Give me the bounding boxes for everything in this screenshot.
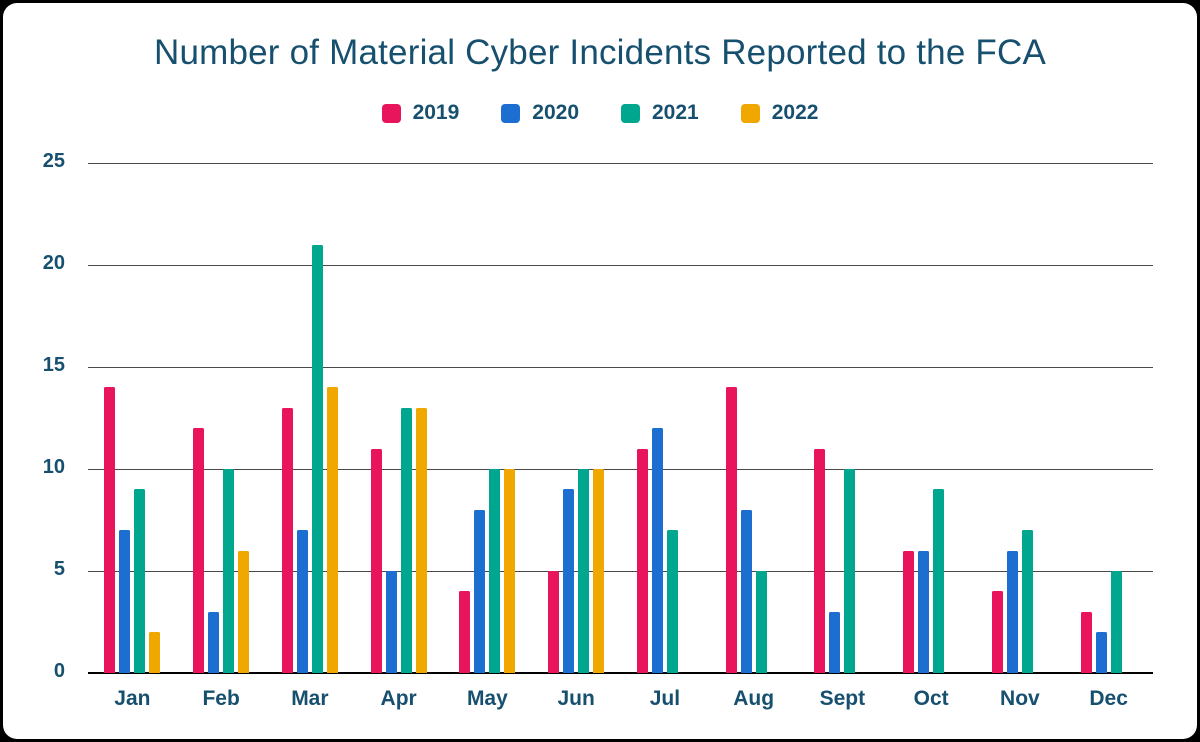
- bar-2021-Feb: [223, 469, 235, 673]
- chart-legend: 2019 2020 2021 2022: [3, 101, 1197, 125]
- bar-2019-Jan: [104, 387, 116, 673]
- bar-2021-Mar: [311, 244, 323, 673]
- legend-label: 2021: [652, 101, 699, 124]
- chart-card: Number of Material Cyber Incidents Repor…: [3, 3, 1197, 739]
- x-tick-label-Jul: Jul: [649, 687, 681, 710]
- y-tick-label-0: 0: [53, 660, 65, 682]
- bar-2022-Apr: [415, 407, 427, 673]
- x-tick-label-Jun: Jun: [557, 687, 595, 710]
- gridline-5: [88, 571, 1153, 572]
- legend-label: 2022: [771, 101, 819, 124]
- legend-item-2021: 2021: [621, 101, 699, 125]
- x-tick-label-Aug: Aug: [733, 687, 775, 710]
- bar-2019-Jun: [548, 571, 560, 673]
- bar-2019-Aug: [725, 387, 737, 673]
- legend-swatch-icon: [621, 103, 640, 123]
- bar-2020-Nov: [1006, 550, 1018, 673]
- x-tick-label-Mar: Mar: [291, 687, 329, 710]
- bar-2021-Aug: [755, 571, 767, 673]
- legend-swatch-icon: [501, 103, 521, 123]
- bar-2019-Oct: [903, 550, 915, 673]
- x-tick-label-Nov: Nov: [1000, 687, 1040, 710]
- bar-2020-Sept: [829, 611, 841, 673]
- bar-2019-Apr: [370, 448, 382, 673]
- bar-2022-Jun: [593, 469, 605, 673]
- legend-item-2022: 2022: [740, 101, 819, 125]
- bar-2020-Jan: [119, 530, 131, 673]
- bar-2021-Jan: [134, 489, 146, 673]
- bar-2019-Feb: [193, 428, 205, 673]
- x-tick-label-Dec: Dec: [1089, 687, 1128, 710]
- legend-label: 2020: [532, 101, 579, 124]
- bar-2022-Mar: [326, 387, 338, 673]
- bar-2020-Aug: [740, 509, 752, 673]
- legend-swatch-icon: [381, 103, 401, 123]
- bar-2021-Jun: [578, 469, 590, 673]
- legend-label: 2019: [412, 101, 460, 124]
- y-tick-label-15: 15: [42, 354, 65, 376]
- bar-2020-Jun: [563, 489, 575, 673]
- gridline-25: [88, 163, 1153, 164]
- gridline-10: [88, 469, 1153, 470]
- bar-2021-Jul: [666, 530, 678, 673]
- bar-2020-Oct: [918, 550, 930, 673]
- bar-2021-Sept: [844, 469, 856, 673]
- y-axis-labels: 0 5 10 15 20 25: [3, 150, 65, 682]
- bar-2022-Feb: [238, 550, 250, 673]
- bar-2022-Jan: [149, 632, 161, 673]
- bar-2019-Nov: [991, 591, 1003, 673]
- x-axis-line: [88, 672, 1153, 674]
- bar-2020-Feb: [208, 611, 220, 673]
- x-tick-label-Oct: Oct: [913, 687, 949, 710]
- bar-2021-Oct: [933, 489, 945, 673]
- gridline-15: [88, 367, 1153, 368]
- bar-2022-May: [504, 469, 516, 673]
- bar-2019-Dec: [1080, 611, 1092, 673]
- bar-2019-Sept: [814, 448, 826, 673]
- y-tick-label-20: 20: [42, 252, 65, 274]
- bar-2021-May: [489, 469, 501, 673]
- x-tick-label-Feb: Feb: [202, 687, 240, 710]
- x-tick-label-May: May: [466, 687, 508, 710]
- x-tick-label-Apr: Apr: [380, 687, 417, 710]
- y-tick-label-5: 5: [53, 558, 65, 580]
- plot-area: Jan Feb Mar Apr May Jun Jul Aug Sept Oct Nov Dec: [88, 163, 1153, 710]
- y-tick-label-10: 10: [42, 456, 65, 478]
- bar-2020-Apr: [385, 571, 397, 673]
- bar-2019-Jul: [636, 448, 648, 673]
- bar-2021-Nov: [1021, 530, 1033, 673]
- y-tick-label-25: 25: [42, 150, 65, 172]
- bar-2020-May: [474, 509, 486, 673]
- x-tick-label-Sept: Sept: [819, 687, 866, 710]
- bar-2021-Apr: [400, 407, 412, 673]
- x-tick-label-Jan: Jan: [114, 687, 151, 710]
- legend-item-2019: 2019: [381, 101, 460, 125]
- bar-2019-May: [459, 591, 471, 673]
- bar-2019-Mar: [281, 407, 293, 673]
- chart-title: Number of Material Cyber Incidents Repor…: [153, 33, 1047, 72]
- gridline-20: [88, 265, 1153, 266]
- legend-item-2020: 2020: [501, 101, 579, 125]
- legend-swatch-icon: [740, 103, 760, 123]
- bar-2021-Dec: [1110, 571, 1122, 673]
- bar-2020-Dec: [1095, 632, 1107, 673]
- bar-2020-Jul: [651, 428, 663, 673]
- bar-2020-Mar: [296, 530, 308, 673]
